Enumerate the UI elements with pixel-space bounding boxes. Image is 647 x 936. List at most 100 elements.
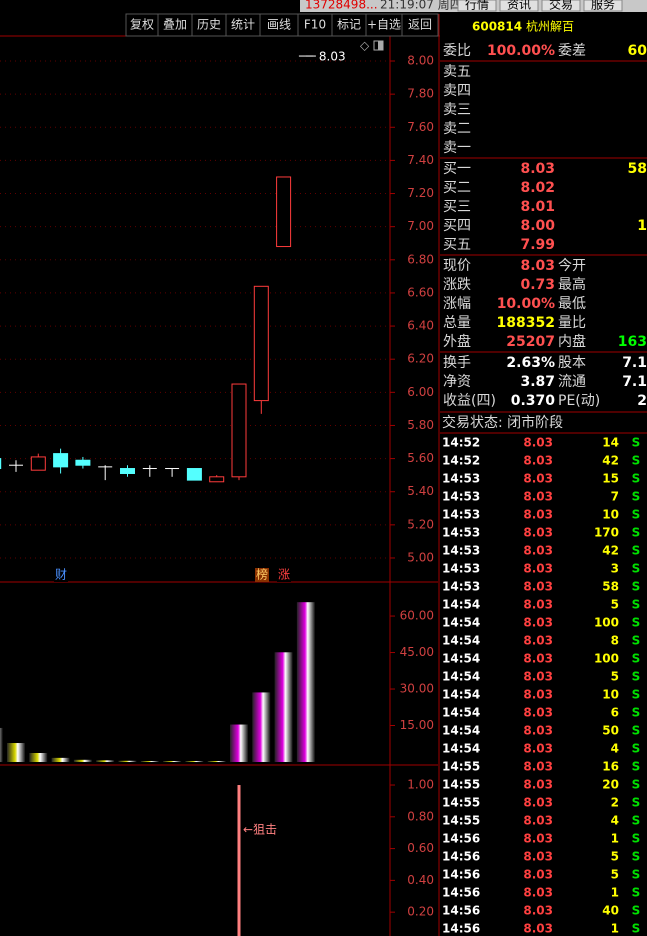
trade-price: 8.03 — [523, 814, 553, 828]
volume-bar — [96, 760, 115, 762]
toolbar-label[interactable]: 标记 — [337, 18, 361, 32]
top-button-label[interactable]: 行情 — [465, 0, 489, 12]
top-button-label[interactable]: 服务 — [591, 0, 615, 12]
buy-price: 8.00 — [520, 218, 555, 234]
quote-value: 60 — [628, 43, 647, 59]
trade-volume: 10 — [602, 688, 619, 702]
sell-label: 卖四 — [443, 83, 471, 99]
top-button[interactable] — [499, 0, 539, 12]
trade-time: 14:54 — [442, 598, 480, 612]
trade-status: 交易状态: 闭市阶段 — [442, 414, 563, 431]
trade-volume: 2 — [611, 796, 619, 810]
top-button[interactable] — [457, 0, 497, 12]
trade-time: 14:53 — [442, 508, 480, 522]
volume-bar — [29, 753, 48, 762]
trade-volume: 15 — [602, 472, 619, 486]
phone: 13728498... — [305, 0, 378, 12]
y-tick-label: 6.40 — [407, 319, 434, 333]
toolbar-label[interactable]: 统计 — [231, 18, 255, 32]
y-tick-label: 8.00 — [407, 54, 434, 68]
trade-price: 8.03 — [523, 796, 553, 810]
trade-time: 14:54 — [442, 742, 480, 756]
trade-volume: 16 — [602, 760, 619, 774]
buy-price: 8.02 — [520, 180, 555, 196]
y-tick-label: 6.60 — [407, 285, 434, 299]
toolbar-label[interactable]: F10 — [304, 18, 326, 32]
toolbar-label[interactable]: 画线 — [267, 18, 291, 32]
candle-body — [276, 176, 292, 248]
signal-annotation: ←狙击 — [243, 823, 277, 837]
toolbar-button[interactable] — [401, 13, 439, 37]
volume-bar — [296, 602, 315, 762]
trade-price: 8.03 — [523, 832, 553, 846]
clock: 21:19:07 周四 — [380, 0, 462, 12]
trade-price: 8.03 — [523, 544, 553, 558]
trade-volume: 10 — [602, 508, 619, 522]
trade-side: S — [632, 526, 641, 540]
top-button-label[interactable]: 资讯 — [507, 0, 531, 12]
trade-time: 14:56 — [442, 922, 480, 936]
sell-label: 卖二 — [443, 121, 471, 137]
top-button[interactable] — [583, 0, 623, 12]
buy-volume: 58 — [628, 161, 647, 177]
candle-body — [0, 458, 2, 470]
y-tick-label: 1.00 — [407, 778, 434, 792]
stat-label: 净资 — [443, 374, 471, 390]
toolbar-label[interactable]: 叠加 — [163, 18, 187, 32]
marker-box — [54, 568, 68, 582]
y-tick-label: 5.40 — [407, 484, 434, 498]
toolbar-label[interactable]: 历史 — [197, 18, 221, 32]
top-button-label[interactable]: 交易 — [549, 0, 573, 12]
stat-label: 涨跌 — [443, 277, 471, 293]
icon[interactable]: ◇ — [360, 39, 370, 53]
trade-side: S — [632, 688, 641, 702]
trade-price: 8.03 — [523, 922, 553, 936]
trade-time: 14:53 — [442, 562, 480, 576]
volume-bar — [274, 652, 293, 762]
trade-time: 14:56 — [442, 904, 480, 918]
trade-side: S — [632, 598, 641, 612]
trade-price: 8.03 — [523, 508, 553, 522]
trade-side: S — [632, 490, 641, 504]
trade-side: S — [632, 922, 641, 936]
buy-label: 买一 — [443, 161, 471, 177]
candle-body — [75, 459, 91, 466]
y-tick-label: 0.40 — [407, 873, 434, 887]
trade-price: 8.03 — [523, 436, 553, 450]
y-tick-label: 15.00 — [400, 718, 434, 732]
buy-label: 买三 — [443, 199, 471, 215]
trade-volume: 4 — [611, 814, 619, 828]
marker: 涨 — [278, 567, 290, 582]
trade-time: 14:56 — [442, 850, 480, 864]
trade-side: S — [632, 760, 641, 774]
trade-side: S — [632, 850, 641, 864]
toolbar-label[interactable]: 复权 — [130, 18, 154, 32]
trade-time: 14:55 — [442, 760, 480, 774]
stat-label: 涨幅 — [443, 296, 471, 312]
y-tick-label: 60.00 — [400, 609, 434, 623]
trade-time: 14:53 — [442, 526, 480, 540]
buy-label: 买二 — [443, 180, 471, 196]
buy-label: 买五 — [443, 237, 471, 253]
trade-volume: 5 — [611, 868, 619, 882]
trade-side: S — [632, 436, 641, 450]
trade-side: S — [632, 508, 641, 522]
sell-label: 卖三 — [443, 102, 471, 118]
trade-side: S — [632, 742, 641, 756]
trade-price: 8.03 — [523, 868, 553, 882]
candle-body — [53, 453, 69, 468]
trade-time: 14:55 — [442, 796, 480, 810]
y-tick-label: 7.60 — [407, 120, 434, 134]
y-tick-label: 30.00 — [400, 682, 434, 696]
trade-volume: 5 — [611, 850, 619, 864]
trade-volume: 42 — [602, 544, 619, 558]
quote-label: 委差 — [558, 43, 586, 59]
toolbar-label[interactable]: 返回 — [408, 18, 432, 32]
stat-label: 外盘 — [443, 333, 471, 350]
trade-price: 8.03 — [523, 724, 553, 738]
candle-body — [209, 476, 225, 483]
top-button[interactable] — [541, 0, 581, 12]
toolbar-label[interactable]: +自选 — [367, 18, 401, 32]
trade-side: S — [632, 544, 641, 558]
